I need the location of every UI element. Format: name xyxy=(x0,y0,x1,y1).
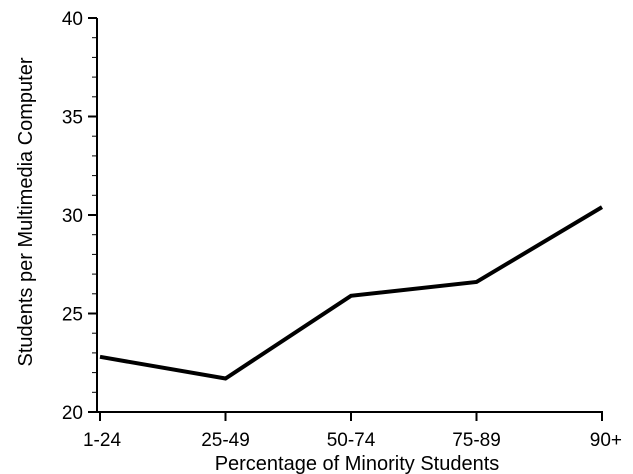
y-tick-label: 35 xyxy=(62,108,83,129)
x-tick-label: 25-49 xyxy=(201,430,250,451)
x-axis: 1-24 25-49 50-74 75-89 90+ xyxy=(83,411,622,451)
y-tick-label: 40 xyxy=(62,9,83,30)
x-axis-title: Percentage of Minority Students xyxy=(215,453,500,474)
y-tick-label: 30 xyxy=(62,206,83,227)
y-axis: 20 25 30 35 40 xyxy=(62,9,98,424)
y-tick-label: 25 xyxy=(62,305,83,326)
series-layer xyxy=(99,205,604,381)
y-tick-label: 20 xyxy=(62,403,83,424)
x-tick-label: 90+ xyxy=(590,430,622,451)
x-tick-label: 50-74 xyxy=(327,430,376,451)
x-tick-label: 75-89 xyxy=(452,430,501,451)
series-line xyxy=(99,205,604,381)
x-tick-label: 1-24 xyxy=(83,430,121,451)
y-axis-title: Students per Multimedia Computer xyxy=(15,57,37,366)
